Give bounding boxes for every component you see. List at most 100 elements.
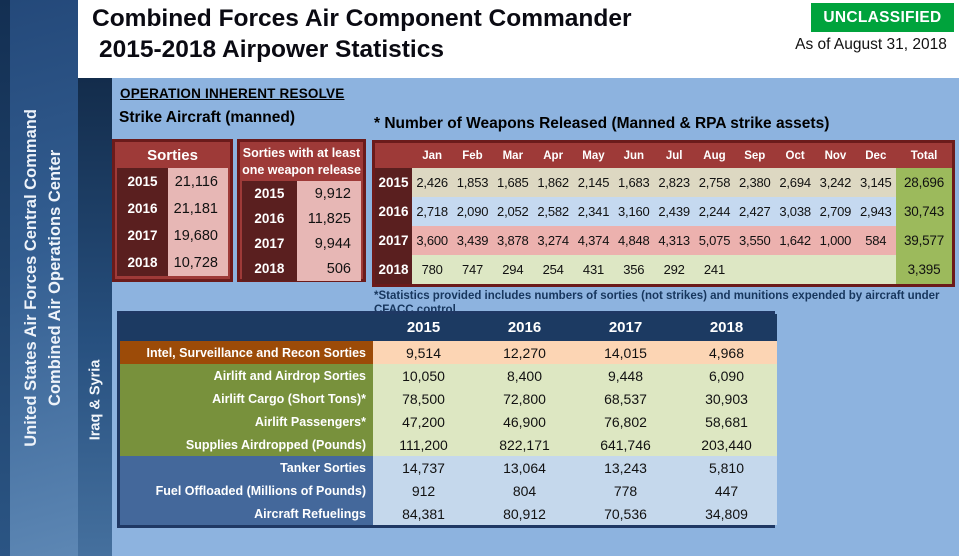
month-value-cell: 2,145 — [573, 168, 614, 197]
month-value-cell — [734, 255, 775, 284]
month-value-cell: 2,709 — [815, 197, 856, 226]
month-value-cell: 2,718 — [412, 197, 453, 226]
command-sidebar: United States Air Forces Central Command… — [10, 0, 78, 556]
support-row-label: Airlift Cargo (Short Tons)* — [120, 387, 373, 410]
month-value-cell: 4,313 — [653, 226, 695, 255]
month-value-cell: 4,848 — [613, 226, 654, 255]
weapons-footnote: *Statistics provided includes numbers of… — [374, 290, 940, 317]
month-header-cell: Feb — [452, 143, 493, 168]
month-value-cell: 2,244 — [694, 197, 735, 226]
region-label-text: Iraq & Syria — [87, 359, 103, 441]
corner-cell — [375, 143, 412, 168]
month-value-cell: 780 — [412, 255, 453, 284]
month-value-cell — [815, 255, 856, 284]
total-value-cell: 30,743 — [896, 197, 952, 226]
month-value-cell: 3,242 — [815, 168, 856, 197]
support-row: Airlift Cargo (Short Tons)* 78,500 72,800 6… — [120, 387, 777, 410]
weapons-released-table: Jan Feb Mar Apr May Jun Jul Aug Sep Oct Nov Dec Tota… — [372, 140, 955, 287]
month-header-cell: Jul — [653, 143, 695, 168]
support-row: Airlift Passengers* 47,200 46,900 76,802 58,… — [120, 410, 777, 433]
month-header-cell: Mar — [492, 143, 533, 168]
support-value-cell: 778 — [575, 479, 676, 502]
total-value-cell: 39,577 — [896, 226, 952, 255]
year-cell: 2018 — [375, 255, 412, 284]
support-value-cell: 111,200 — [373, 433, 474, 456]
month-value-cell: 431 — [573, 255, 614, 284]
support-row: Supplies Airdropped (Pounds) 111,200 822,1… — [120, 433, 777, 456]
region-bar — [78, 78, 112, 556]
support-row: Intel, Surveillance and Recon Sorties 9,5… — [120, 341, 777, 364]
support-row-label: Tanker Sorties — [120, 456, 373, 479]
month-value-cell — [855, 255, 896, 284]
region-label: Iraq & Syria — [78, 330, 112, 470]
as-of-date: As of August 31, 2018 — [795, 36, 947, 53]
value-cell: 9,944 — [296, 231, 361, 256]
month-value-cell: 1,000 — [815, 226, 856, 255]
year-cell: 2015 — [242, 181, 297, 206]
support-row-label: Aircraft Refuelings — [120, 502, 373, 525]
weapon-release-row: 2017 9,944 — [242, 231, 361, 256]
support-value-cell: 804 — [474, 479, 575, 502]
year-cell: 2015 — [117, 168, 169, 195]
weapons-year-row: 2016 2,718 2,090 2,052 2,582 2,341 3,160 2,439 2… — [375, 197, 952, 226]
year-cell: 2017 — [242, 231, 297, 256]
support-value-cell: 12,270 — [474, 341, 575, 364]
total-value-cell: 28,696 — [896, 168, 952, 197]
year-cell: 2016 — [117, 195, 169, 222]
year-cell: 2017 — [375, 226, 412, 255]
support-value-cell: 13,243 — [575, 456, 676, 479]
month-value-cell: 4,374 — [573, 226, 614, 255]
month-value-cell: 2,694 — [774, 168, 816, 197]
month-value-cell: 3,160 — [613, 197, 654, 226]
month-header-cell: Jan — [412, 143, 453, 168]
support-value-cell: 9,514 — [373, 341, 474, 364]
month-value-cell: 1,683 — [613, 168, 654, 197]
command-line-1: United States Air Forces Central Command — [22, 109, 41, 447]
support-row: Fuel Offloaded (Millions of Pounds) 912 80… — [120, 479, 777, 502]
operation-heading: OPERATION INHERENT RESOLVE — [120, 86, 345, 101]
support-value-cell: 10,050 — [373, 364, 474, 387]
command-sidebar-text: United States Air Forces Central Command… — [20, 109, 68, 447]
sorties-row: 2015 21,116 — [117, 168, 228, 195]
month-value-cell: 1,862 — [532, 168, 574, 197]
month-header-cell: Total — [896, 143, 952, 168]
weapon-release-table-title: Sorties with at least one weapon release — [242, 146, 361, 177]
support-value-cell: 8,400 — [474, 364, 575, 387]
month-value-cell: 5,075 — [694, 226, 735, 255]
page-title-line-2: 2015-2018 Airpower Statistics — [99, 35, 444, 63]
year-header-cell: 2016 — [474, 314, 575, 341]
support-value-cell: 9,448 — [575, 364, 676, 387]
month-value-cell: 1,642 — [774, 226, 816, 255]
support-row-label: Fuel Offloaded (Millions of Pounds) — [120, 479, 373, 502]
support-value-cell: 46,900 — [474, 410, 575, 433]
weapon-release-row: 2015 9,912 — [242, 181, 361, 206]
month-value-cell: 3,145 — [855, 168, 896, 197]
title-bar: Combined Forces Air Component Commander … — [78, 0, 959, 78]
classification-badge: UNCLASSIFIED — [811, 3, 954, 32]
month-header-cell: Jun — [613, 143, 654, 168]
left-edge-strip — [0, 0, 10, 556]
strike-aircraft-heading: Strike Aircraft (manned) — [119, 109, 295, 126]
command-line-2: Combined Air Operations Center — [46, 149, 64, 407]
support-value-cell: 4,968 — [676, 341, 777, 364]
support-value-cell: 30,903 — [676, 387, 777, 410]
year-cell: 2018 — [117, 249, 169, 276]
support-value-cell: 70,536 — [575, 502, 676, 525]
support-row: Airlift and Airdrop Sorties 10,050 8,400 9,… — [120, 364, 777, 387]
value-cell: 10,728 — [168, 249, 228, 276]
value-cell: 506 — [296, 256, 361, 281]
sorties-row: 2016 21,181 — [117, 195, 228, 222]
month-value-cell: 3,274 — [532, 226, 574, 255]
month-value-cell: 1,853 — [452, 168, 493, 197]
weapon-release-table: Sorties with at least one weapon release… — [237, 139, 366, 282]
support-value-cell: 47,200 — [373, 410, 474, 433]
year-header-cell: 2017 — [575, 314, 676, 341]
value-cell: 11,825 — [296, 206, 361, 231]
value-cell: 9,912 — [296, 181, 361, 206]
month-value-cell: 356 — [613, 255, 654, 284]
sorties-table: Sorties 2015 21,116 2016 21,181 2017 19,680 20… — [112, 139, 233, 282]
month-header-cell: Sep — [734, 143, 775, 168]
weapon-release-row: 2016 11,825 — [242, 206, 361, 231]
weapon-release-row: 2018 506 — [242, 256, 361, 281]
